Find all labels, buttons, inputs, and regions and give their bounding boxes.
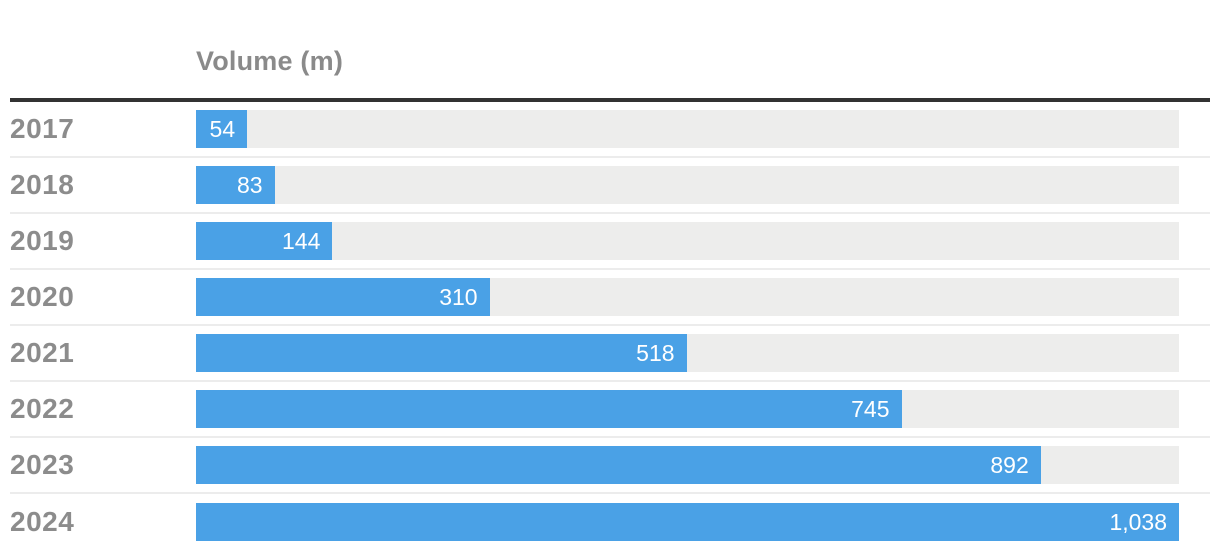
chart-title: Volume (m): [196, 46, 344, 76]
bar-track: 144: [196, 222, 1179, 260]
chart-row: 2019 144: [10, 214, 1210, 270]
bar-track: 54: [196, 110, 1179, 148]
year-label: 2018: [10, 169, 75, 200]
year-label: 2021: [10, 337, 75, 368]
chart-row: 2024 1,038: [10, 494, 1210, 550]
bar-track: 745: [196, 390, 1179, 428]
chart-row: 2018 83: [10, 158, 1210, 214]
year-label: 2017: [10, 113, 75, 144]
value-bar: 310: [196, 278, 490, 316]
value-bar: 518: [196, 334, 687, 372]
value-label: 310: [439, 283, 478, 310]
value-bar: 54: [196, 110, 248, 148]
value-bar: 144: [196, 222, 333, 260]
bar-track: 892: [196, 446, 1179, 484]
value-label: 83: [237, 171, 263, 198]
value-bar: 1,038: [196, 503, 1179, 541]
bar-track: 518: [196, 334, 1179, 372]
value-bar: 892: [196, 446, 1041, 484]
header-rule: [10, 98, 1210, 102]
chart-rows: 2017 54 2018 83 2019 144 2020 310: [10, 102, 1210, 550]
chart-row: 2023 892: [10, 438, 1210, 494]
value-label: 518: [636, 339, 675, 366]
year-label: 2023: [10, 449, 75, 480]
bar-track: 83: [196, 166, 1179, 204]
year-label: 2019: [10, 225, 75, 256]
value-bar: 83: [196, 166, 275, 204]
chart-row: 2021 518: [10, 326, 1210, 382]
chart-header: Volume (m): [10, 0, 1210, 98]
value-bar: 745: [196, 390, 902, 428]
year-label: 2024: [10, 506, 75, 537]
bar-track: 310: [196, 278, 1179, 316]
value-label: 144: [281, 227, 321, 254]
year-label: 2020: [10, 281, 75, 312]
chart-row: 2017 54: [10, 102, 1210, 158]
value-label: 892: [990, 451, 1029, 478]
year-label: 2022: [10, 393, 75, 424]
value-label: 54: [209, 115, 236, 142]
value-label: 1,038: [1109, 508, 1167, 535]
value-label: 745: [851, 395, 890, 422]
chart-row: 2022 745: [10, 382, 1210, 438]
bar-track: 1,038: [196, 503, 1179, 541]
chart-row: 2020 310: [10, 270, 1210, 326]
